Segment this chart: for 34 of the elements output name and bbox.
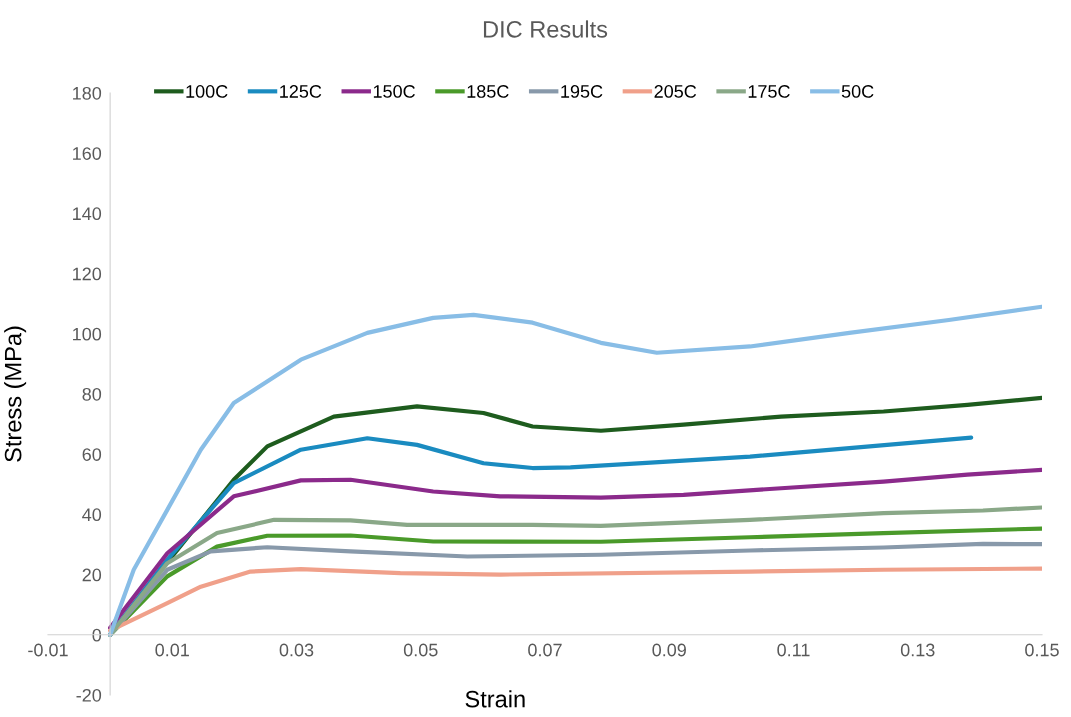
line-series (108, 566, 1042, 633)
x-tick-label: 0.05 (403, 643, 438, 657)
x-axis-title: Strain (465, 690, 525, 708)
y-tick-label: 80 (82, 387, 102, 401)
legend-label: 205C (654, 85, 697, 98)
legend-label: 50C (841, 85, 874, 98)
x-tick-label: 0.03 (279, 643, 314, 657)
y-tick-label: -20 (76, 688, 102, 702)
x-tick-label: 0.11 (777, 643, 810, 657)
chart-title: DIC Results (483, 20, 608, 38)
legend-label: 100C (186, 85, 228, 98)
x-tick-label: 0.07 (528, 643, 562, 657)
y-tick-label: 180 (73, 86, 102, 100)
x-tick-label: 0.13 (900, 643, 935, 657)
y-tick-label: 160 (73, 147, 102, 160)
y-tick-label: 140 (73, 207, 102, 221)
legend-label: 150C (373, 85, 415, 98)
y-tick-label: 20 (82, 568, 102, 582)
y-tick-label: 60 (82, 448, 102, 461)
x-tick-label: -0.01 (28, 643, 68, 657)
line-series (108, 467, 1042, 630)
legend-label: 175C (748, 85, 790, 98)
legend-label: 125C (280, 85, 322, 98)
line-series (108, 304, 1042, 637)
y-tick-label: 0 (92, 628, 102, 642)
x-tick-label: 0.15 (1025, 643, 1059, 657)
y-tick-label: 40 (82, 508, 102, 522)
y-tick-label: 120 (73, 267, 102, 281)
x-tick-label: 0.09 (652, 643, 686, 657)
legend-label: 185C (467, 85, 509, 98)
y-axis-title: Stress (MPa) (4, 326, 27, 462)
x-tick-label: 0.01 (155, 643, 189, 657)
legend-label: 195C (561, 85, 603, 98)
y-tick-label: 100 (73, 327, 102, 341)
